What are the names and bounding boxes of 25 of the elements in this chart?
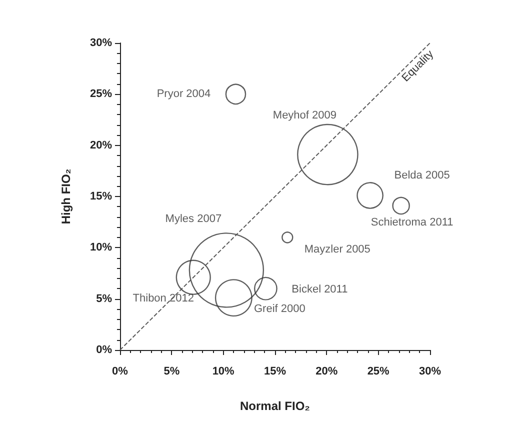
series-label: Bickel 2011 xyxy=(292,284,348,296)
x-tick-label: 15% xyxy=(264,366,286,378)
series-label: Pryor 2004 xyxy=(156,88,211,100)
y-tick-label: 10% xyxy=(90,242,112,254)
series-label: Myles 2007 xyxy=(165,213,222,226)
y-tick-label: 20% xyxy=(90,139,112,152)
y-tick-label: 0% xyxy=(96,344,112,356)
series-label: Thibon 2012 xyxy=(132,292,194,304)
x-tick-label: 20% xyxy=(316,366,338,378)
y-tick-label: 30% xyxy=(90,37,112,49)
series-label: Schietroma 2011 xyxy=(370,216,454,229)
series-label: Belda 2005 xyxy=(394,169,450,182)
series-label: Greif 2000 xyxy=(254,302,306,315)
x-axis-title: Normal FIO₂ xyxy=(240,399,310,413)
x-tick-label: 10% xyxy=(212,366,235,378)
x-tick-label: 25% xyxy=(367,366,390,378)
y-tick-label: 5% xyxy=(96,292,112,305)
y-tick-label: 15% xyxy=(90,190,112,202)
x-tick-label: 5% xyxy=(164,366,180,378)
series-label: Meyhof 2009 xyxy=(272,110,337,122)
y-axis-title: High FIO₂ xyxy=(59,168,73,224)
x-tick-label: 0% xyxy=(112,366,128,378)
x-tick-label: 30% xyxy=(418,366,442,378)
series-label: Mayzler 2005 xyxy=(304,243,370,256)
y-tick-label: 25% xyxy=(90,88,112,100)
